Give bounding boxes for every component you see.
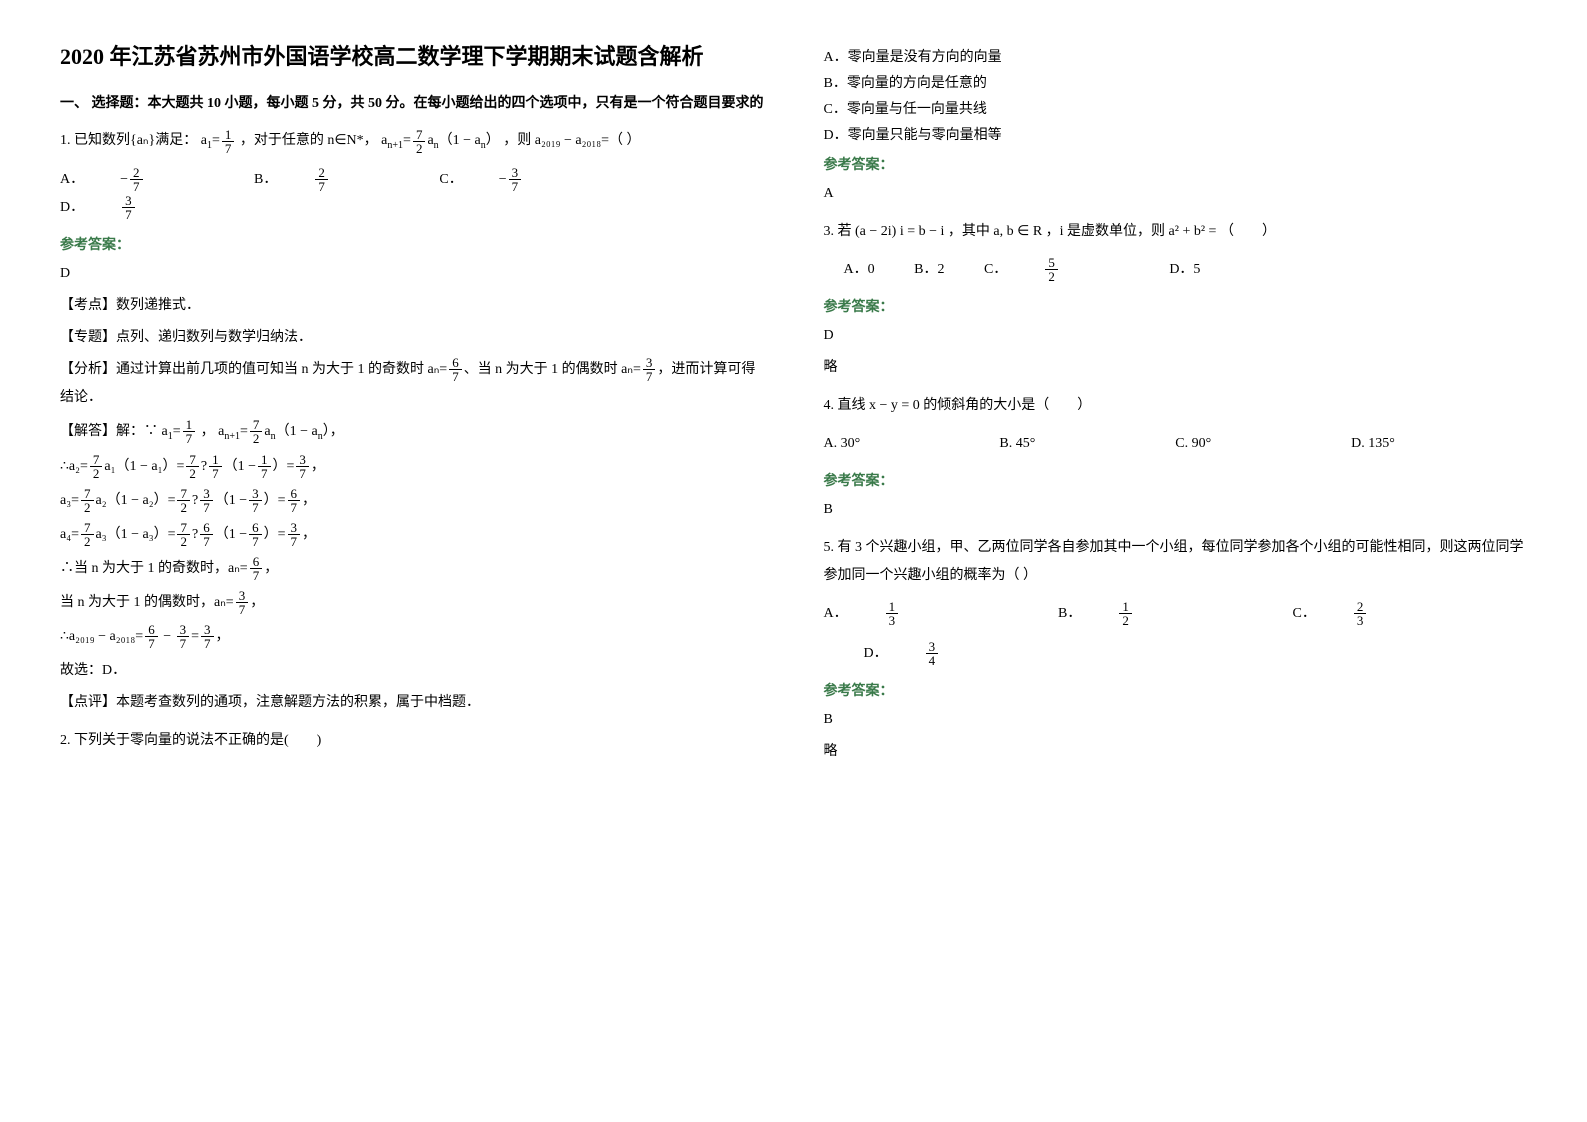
- q5-options-row2: D．34: [864, 640, 1528, 668]
- q1-stem-c: ，则 a₂₀₁₉ − a₂₀₁₈=（ ）: [503, 133, 640, 148]
- q1-answer-letter: D: [60, 260, 764, 288]
- q3-opt-a: A．0: [844, 256, 875, 284]
- q4-expr: x − y = 0: [869, 398, 920, 413]
- q3-expr3: a² + b² =: [1169, 224, 1217, 239]
- q1-stem-b: ，对于任意的 n∈N*，: [240, 133, 378, 148]
- q1-options: A．−27 B．27 C．−37 D．37: [60, 166, 764, 222]
- q1-expr-rec: an+1=72an（1 − an）: [381, 133, 500, 148]
- q5-extra: 略: [824, 738, 1528, 766]
- q4-answer-letter: B: [824, 496, 1528, 524]
- q5-answer-letter: B: [824, 706, 1528, 734]
- q4-answer-label: 参考答案：: [824, 470, 1528, 490]
- q4-options: A. 30° B. 45° C. 90° D. 135°: [824, 430, 1528, 458]
- q1-fenxi: 【分析】通过计算出前几项的值可知当 n 为大于 1 的奇数时 aₙ=67、当 n…: [60, 356, 764, 412]
- question-3: 3. 若 (a − 2i) i = b − i ，其中 a, b ∈ R ，i …: [824, 218, 1528, 246]
- q1-expr-a1: a1=17: [201, 133, 237, 148]
- q4-opt-b: B. 45°: [999, 430, 1139, 458]
- question-1: 1. 已知数列{aₙ}满足： a1=17 ，对于任意的 n∈N*， an+1=7…: [60, 127, 764, 156]
- q3-answer-label: 参考答案：: [824, 296, 1528, 316]
- q1-jieda-even: 当 n 为大于 1 的偶数时，aₙ=37，: [60, 589, 764, 617]
- q1-jieda-odd: ∴当 n 为大于 1 的奇数时，aₙ=67，: [60, 555, 764, 583]
- q1-kaodian: 【考点】数列递推式．: [60, 292, 764, 320]
- q3-options: A．0 B．2 C．52 D．5: [844, 256, 1528, 284]
- q1-opt-a: A．−27: [60, 166, 215, 194]
- q5-opt-c: C．23: [1293, 600, 1492, 628]
- q2-opt-c: C．零向量与任一向量共线: [824, 98, 1528, 118]
- left-column: 2020 年江苏省苏州市外国语学校高二数学理下学期期末试题含解析 一、 选择题：…: [60, 40, 764, 770]
- q5-opt-a: A．13: [824, 600, 1023, 628]
- q3-extra: 略: [824, 354, 1528, 382]
- q1-opt-b: B．27: [254, 166, 400, 194]
- page: 2020 年江苏省苏州市外国语学校高二数学理下学期期末试题含解析 一、 选择题：…: [60, 40, 1527, 770]
- q1-jieda-final: ∴a₂₀₁₉ − a₂₀₁₈=67 − 37=37，: [60, 623, 764, 651]
- q4-opt-a: A. 30°: [824, 430, 964, 458]
- q1-stem-a: 1. 已知数列{aₙ}满足：: [60, 133, 197, 148]
- q1-jieda-a3: a₃=72a₂（1 − a₂）=72?37（1 −37）=67，: [60, 487, 764, 515]
- doc-title: 2020 年江苏省苏州市外国语学校高二数学理下学期期末试题含解析: [60, 40, 764, 73]
- q2-answer-letter: A: [824, 180, 1528, 208]
- q5-options-row1: A．13 B．12 C．23: [824, 600, 1528, 628]
- q3-expr1: (a − 2i) i = b − i: [855, 224, 944, 239]
- q2-opt-b: B．零向量的方向是任意的: [824, 72, 1528, 92]
- q5-answer-label: 参考答案：: [824, 680, 1528, 700]
- q4-opt-d: D. 135°: [1351, 430, 1491, 458]
- q1-jieda-choose: 故选：D．: [60, 657, 764, 685]
- q1-answer-label: 参考答案：: [60, 234, 764, 254]
- q1-opt-c: C．−37: [439, 166, 593, 194]
- q3-expr2: a, b ∈ R: [993, 224, 1042, 239]
- q3-answer-letter: D: [824, 322, 1528, 350]
- q2-opt-a: A．零向量是没有方向的向量: [824, 46, 1528, 66]
- q3-opt-d: D．5: [1169, 256, 1200, 284]
- q2-opt-d: D．零向量只能与零向量相等: [824, 124, 1528, 144]
- question-4: 4. 直线 x − y = 0 的倾斜角的大小是（ ）: [824, 392, 1528, 420]
- right-column: A．零向量是没有方向的向量 B．零向量的方向是任意的 C．零向量与任一向量共线 …: [824, 40, 1528, 770]
- q4-opt-c: C. 90°: [1175, 430, 1315, 458]
- q1-jieda-a2: ∴a₂=72a₁（1 − a₁）=72?17（1 −17）=37，: [60, 453, 764, 481]
- question-5: 5. 有 3 个兴趣小组，甲、乙两位同学各自参加其中一个小组，每位同学参加各个小…: [824, 534, 1528, 590]
- section-1-heading: 一、 选择题：本大题共 10 小题，每小题 5 分，共 50 分。在每小题给出的…: [60, 93, 764, 115]
- q1-dianping: 【点评】本题考查数列的通项，注意解题方法的积累，属于中档题．: [60, 689, 764, 717]
- q3-opt-c: C．52: [984, 256, 1130, 284]
- q1-jieda-line1: 【解答】解：∵ a1=17 ， an+1=72an（1 − an），: [60, 418, 764, 447]
- q1-opt-d: D．37: [60, 194, 207, 222]
- q2-answer-label: 参考答案：: [824, 154, 1528, 174]
- q3-opt-b: B．2: [914, 256, 944, 284]
- q5-opt-b: B．12: [1058, 600, 1257, 628]
- q5-opt-d: D．34: [864, 640, 1011, 668]
- question-2-stem: 2. 下列关于零向量的说法不正确的是( ): [60, 727, 764, 755]
- q1-zhuanti: 【专题】点列、递归数列与数学归纳法．: [60, 324, 764, 352]
- q1-jieda-a4: a₄=72a₃（1 − a₃）=72?67（1 −67）=37，: [60, 521, 764, 549]
